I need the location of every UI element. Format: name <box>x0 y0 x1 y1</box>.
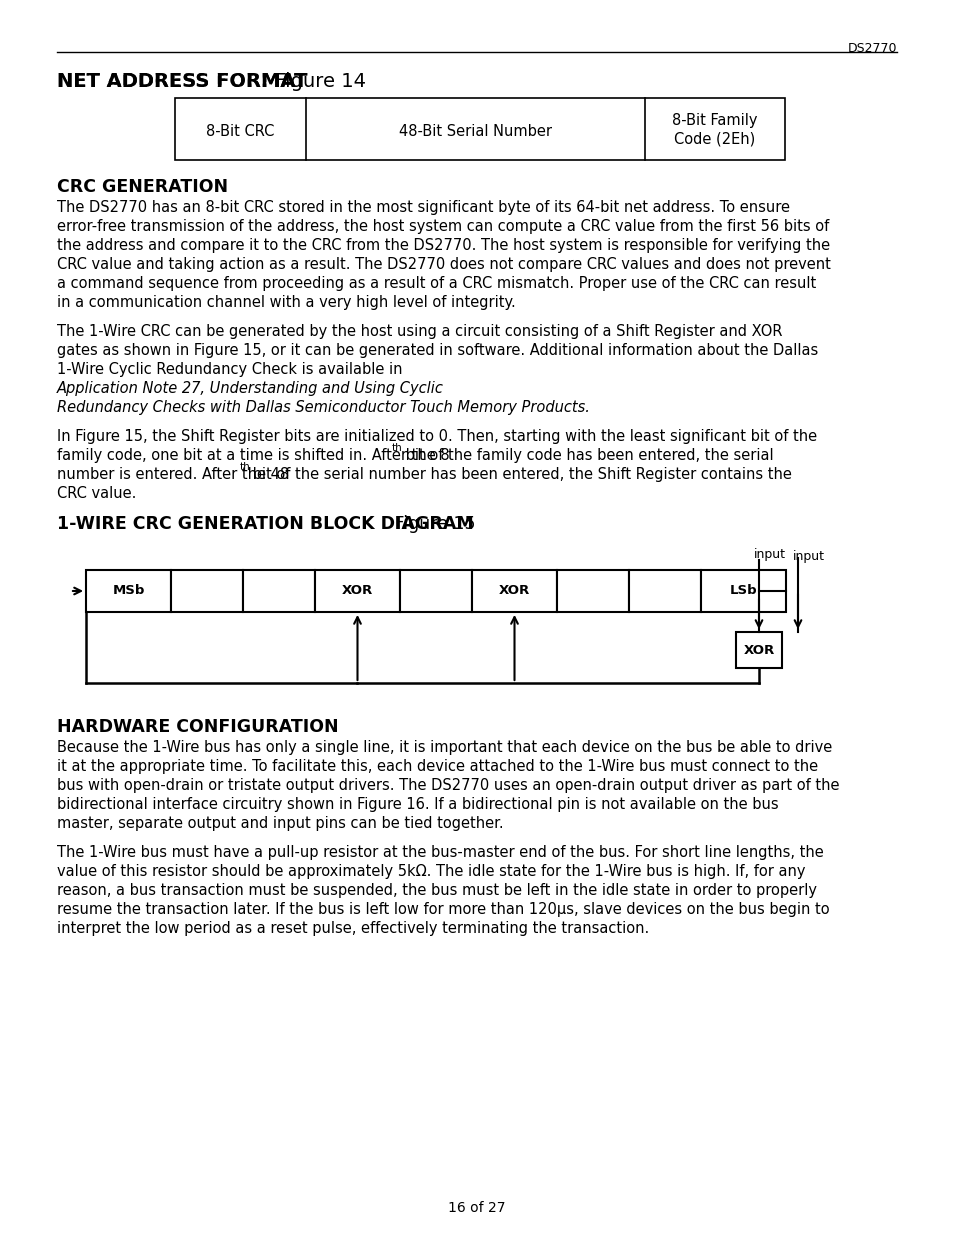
Bar <box>243 571 314 613</box>
Text: The DS2770 has an 8-bit CRC stored in the most significant byte of its 64-bit ne: The DS2770 has an 8-bit CRC stored in th… <box>57 200 789 215</box>
Text: 1-Wire Cyclic Redundancy Check is available in: 1-Wire Cyclic Redundancy Check is availa… <box>57 362 407 377</box>
Text: bit of the serial number has been entered, the Shift Register contains the: bit of the serial number has been entere… <box>248 467 791 482</box>
Text: The 1-Wire CRC can be generated by the host using a circuit consisting of a Shif: The 1-Wire CRC can be generated by the h… <box>57 324 781 338</box>
Text: number is entered. After the 48: number is entered. After the 48 <box>57 467 289 482</box>
Text: a command sequence from proceeding as a result of a CRC mismatch. Proper use of : a command sequence from proceeding as a … <box>57 275 816 291</box>
Text: HARDWARE CONFIGURATION: HARDWARE CONFIGURATION <box>57 718 338 736</box>
Text: error-free transmission of the address, the host system can compute a CRC value : error-free transmission of the address, … <box>57 219 828 233</box>
Text: XOR: XOR <box>498 584 530 598</box>
Text: 1-WIRE CRC GENERATION BLOCK DIAGRAM: 1-WIRE CRC GENERATION BLOCK DIAGRAM <box>57 515 474 534</box>
Bar <box>171 571 243 613</box>
Text: NET ADDRESS FORMAT: NET ADDRESS FORMAT <box>57 72 307 91</box>
Text: bidirectional interface circuitry shown in Figure 16. If a bidirectional pin is : bidirectional interface circuitry shown … <box>57 797 778 811</box>
Text: input: input <box>792 550 824 563</box>
Text: 16 of 27: 16 of 27 <box>448 1200 505 1215</box>
Text: resume the transaction later. If the bus is left low for more than 120μs, slave : resume the transaction later. If the bus… <box>57 902 829 918</box>
Bar <box>557 571 628 613</box>
Bar <box>628 571 700 613</box>
Bar <box>314 571 399 613</box>
Text: family code, one bit at a time is shifted in. After the 8: family code, one bit at a time is shifte… <box>57 448 449 463</box>
Text: input: input <box>753 548 785 561</box>
Text: th: th <box>392 443 402 453</box>
Text: bit of the family code has been entered, the serial: bit of the family code has been entered,… <box>400 448 772 463</box>
Text: NET ADDRESS FORMAT: NET ADDRESS FORMAT <box>57 72 307 91</box>
Text: The 1-Wire bus must have a pull-up resistor at the bus-master end of the bus. Fo: The 1-Wire bus must have a pull-up resis… <box>57 845 822 860</box>
Text: th: th <box>239 462 250 472</box>
Text: 8-Bit Family: 8-Bit Family <box>672 112 757 128</box>
Text: reason, a bus transaction must be suspended, the bus must be left in the idle st: reason, a bus transaction must be suspen… <box>57 883 816 898</box>
Bar <box>735 632 781 668</box>
Text: XOR: XOR <box>742 643 774 657</box>
Text: Redundancy Checks with Dallas Semiconductor Touch Memory Products.: Redundancy Checks with Dallas Semiconduc… <box>57 400 589 415</box>
Text: CRC value and taking action as a result. The DS2770 does not compare CRC values : CRC value and taking action as a result.… <box>57 257 830 272</box>
Text: value of this resistor should be approximately 5kΩ. The idle state for the 1-Wir: value of this resistor should be approxi… <box>57 864 804 879</box>
Text: gates as shown in Figure 15, or it can be generated in software. Additional info: gates as shown in Figure 15, or it can b… <box>57 343 818 358</box>
Text: Application Note 27, Understanding and Using Cyclic: Application Note 27, Understanding and U… <box>57 382 443 396</box>
Text: XOR: XOR <box>341 584 373 598</box>
Text: 8-Bit CRC: 8-Bit CRC <box>206 125 274 140</box>
Text: Because the 1-Wire bus has only a single line, it is important that each device : Because the 1-Wire bus has only a single… <box>57 740 831 755</box>
Text: Figure 14: Figure 14 <box>269 72 366 91</box>
Text: interpret the low period as a reset pulse, effectively terminating the transacti: interpret the low period as a reset puls… <box>57 921 649 936</box>
Text: master, separate output and input pins can be tied together.: master, separate output and input pins c… <box>57 816 503 831</box>
Bar <box>86 571 171 613</box>
Bar <box>700 571 785 613</box>
Text: the address and compare it to the CRC from the DS2770. The host system is respon: the address and compare it to the CRC fr… <box>57 238 829 253</box>
Text: MSb: MSb <box>112 584 145 598</box>
Bar <box>399 571 472 613</box>
Text: bus with open-drain or tristate output drivers. The DS2770 uses an open-drain ou: bus with open-drain or tristate output d… <box>57 778 839 793</box>
Text: NET ADDRESS FORMAT Figure 14: NET ADDRESS FORMAT Figure 14 <box>57 72 379 91</box>
Text: CRC GENERATION: CRC GENERATION <box>57 178 228 196</box>
Bar <box>472 571 557 613</box>
Text: LSb: LSb <box>729 584 757 598</box>
Text: Figure 15: Figure 15 <box>389 515 475 534</box>
Text: In Figure 15, the Shift Register bits are initialized to 0. Then, starting with : In Figure 15, the Shift Register bits ar… <box>57 429 817 445</box>
Text: in a communication channel with a very high level of integrity.: in a communication channel with a very h… <box>57 295 516 310</box>
Text: it at the appropriate time. To facilitate this, each device attached to the 1-Wi: it at the appropriate time. To facilitat… <box>57 760 818 774</box>
Text: DS2770: DS2770 <box>846 42 896 56</box>
Text: 48-Bit Serial Number: 48-Bit Serial Number <box>398 125 552 140</box>
Text: CRC value.: CRC value. <box>57 487 136 501</box>
Text: Code (2Eh): Code (2Eh) <box>674 131 755 146</box>
Bar <box>174 98 784 161</box>
